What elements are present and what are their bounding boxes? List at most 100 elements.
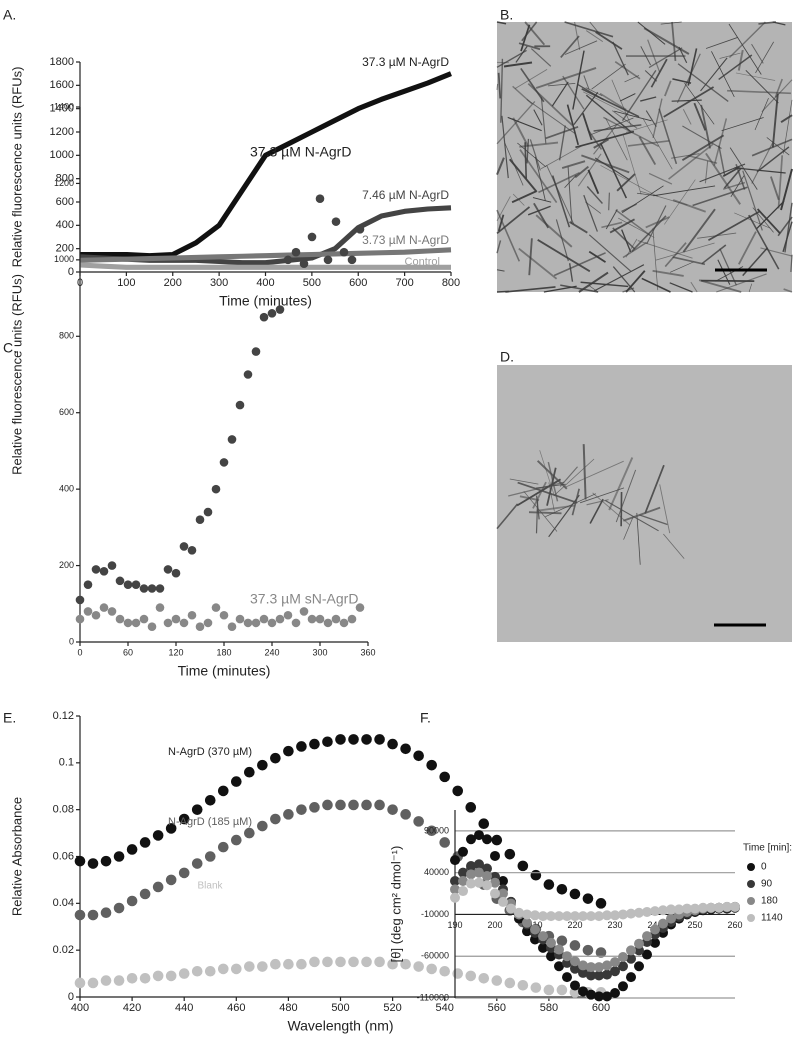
data-point (594, 911, 604, 922)
fibril (612, 227, 636, 250)
fibril (643, 27, 690, 55)
fibril (562, 75, 585, 110)
data-point (594, 970, 604, 981)
fibril (670, 261, 694, 273)
data-point (348, 734, 359, 745)
fibril (593, 123, 619, 155)
fibril (503, 61, 533, 68)
data-point (618, 961, 628, 972)
fibril (611, 79, 632, 126)
fibril (783, 288, 793, 293)
fibril (511, 190, 537, 204)
fibril (682, 208, 716, 253)
fibril (719, 248, 737, 286)
fibril (640, 96, 657, 102)
fibril (587, 169, 600, 195)
data-point (231, 963, 242, 975)
y-axis-title: Relative fluorescence units (RFUs) (9, 274, 24, 475)
fibril (729, 147, 758, 190)
fibril (535, 499, 539, 534)
fibril (672, 256, 706, 266)
fibril (659, 484, 671, 534)
fibril (622, 287, 635, 293)
data-point (474, 867, 484, 878)
data-point (348, 799, 359, 811)
data-point (387, 738, 398, 750)
series-label: N-AgrD (185 µM) (168, 816, 252, 828)
data-point (275, 614, 285, 624)
data-point (322, 956, 333, 968)
fibril (500, 58, 504, 123)
data-point (498, 896, 508, 907)
x-tick-label: 600 (349, 277, 367, 289)
data-point (178, 968, 190, 979)
data-point (610, 966, 620, 977)
data-point (323, 618, 333, 628)
data-point (450, 892, 460, 903)
data-point (126, 972, 138, 984)
data-point (219, 458, 229, 467)
fibril (496, 240, 502, 254)
data-point (478, 972, 490, 984)
fibril (653, 185, 716, 197)
data-point (244, 961, 255, 972)
fibril (524, 21, 546, 46)
fibril (652, 228, 659, 291)
data-point (570, 980, 580, 991)
data-point (374, 734, 385, 745)
series-label: Control (405, 256, 440, 268)
data-point (195, 515, 205, 525)
data-point (283, 809, 294, 820)
data-point (413, 961, 424, 972)
data-point (530, 869, 542, 881)
data-point (361, 956, 372, 968)
fibril (496, 209, 521, 262)
data-point (99, 567, 109, 576)
data-point (570, 963, 580, 974)
data-point (618, 909, 628, 920)
data-point (126, 895, 138, 907)
data-point (139, 837, 151, 848)
data-point (355, 603, 365, 612)
fibril (601, 221, 623, 229)
fibril (496, 503, 519, 530)
data-point (147, 622, 157, 632)
y-tick-label: -10000 (421, 909, 449, 919)
panel-label: B. (500, 7, 513, 23)
fibril (682, 125, 722, 149)
fibril (497, 214, 505, 232)
fibril (560, 35, 580, 58)
fibril (518, 247, 558, 280)
data-point (315, 614, 325, 624)
data-point (235, 614, 245, 624)
fibril (748, 283, 753, 293)
data-point (666, 904, 676, 915)
x-tick-label: 520 (383, 1002, 401, 1014)
data-point (296, 741, 307, 752)
fibril (586, 30, 604, 43)
data-point (642, 931, 652, 942)
data-point (152, 830, 164, 841)
fibril (671, 21, 677, 61)
data-point (482, 834, 492, 845)
fibril (520, 24, 531, 52)
fibril (605, 500, 659, 532)
data-point (450, 876, 460, 887)
data-point (439, 965, 451, 977)
data-point (139, 972, 151, 984)
fibril (722, 181, 746, 190)
data-point (650, 937, 660, 948)
data-point (543, 984, 555, 996)
data-point (296, 958, 307, 970)
fibril (539, 450, 555, 497)
data-point (339, 247, 349, 257)
micrograph-background (497, 22, 792, 292)
x-tick-label: 220 (567, 920, 582, 930)
data-point (546, 911, 556, 922)
fibril (501, 115, 509, 179)
fibril (756, 208, 781, 235)
data-point (155, 584, 165, 593)
fibril (528, 238, 533, 276)
data-point (75, 614, 85, 624)
